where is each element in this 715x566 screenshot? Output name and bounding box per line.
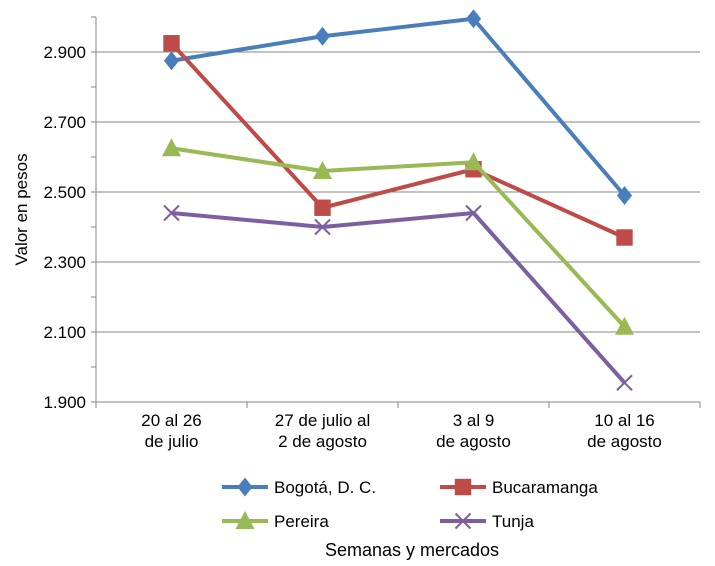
series-line-2 [171, 146, 626, 329]
x-tick-label: 3 al 9 [453, 411, 495, 430]
data-point [616, 186, 633, 205]
data-point [464, 152, 483, 171]
legend-label: Bogotá, D. C. [274, 478, 376, 497]
series-line-0 [171, 16, 627, 197]
legend-label: Bucaramanga [492, 478, 598, 497]
data-point [163, 51, 180, 71]
x-tick-label: 10 al 16 [594, 411, 655, 430]
data-point [616, 229, 633, 246]
data-point [314, 218, 331, 236]
legend-label: Tunja [492, 512, 534, 531]
data-point [615, 316, 634, 335]
y-tick-label: 2.300 [43, 253, 86, 272]
legend-marker [454, 512, 472, 530]
legend-marker [454, 478, 472, 496]
data-point [465, 9, 482, 29]
legend-label: Pereira [274, 512, 329, 531]
series-line-1 [170, 41, 626, 240]
data-point [314, 26, 331, 46]
legend-marker [237, 477, 253, 497]
data-point [465, 204, 482, 222]
y-tick-label: 2.500 [43, 183, 86, 202]
x-tick-label: de agosto [587, 432, 662, 451]
legend-marker [235, 511, 255, 529]
y-tick-label: 1.900 [43, 393, 86, 412]
x-tick-label: 2 de agosto [278, 432, 367, 451]
data-point [616, 374, 633, 391]
x-axis-label: Semanas y mercados [325, 540, 499, 560]
x-tick-label: 20 al 26 [141, 411, 202, 430]
x-tick-label: 27 de julio al [275, 411, 370, 430]
data-point [314, 199, 331, 216]
y-tick-label: 2.700 [43, 113, 86, 132]
x-tick-label: de julio [145, 432, 199, 451]
y-axis-label: Valor en pesos [12, 153, 31, 265]
data-point [163, 35, 180, 52]
y-tick-label: 2.900 [43, 43, 86, 62]
data-point [162, 138, 181, 157]
y-tick-label: 2.100 [43, 323, 86, 342]
x-tick-label: de agosto [436, 432, 511, 451]
data-point [313, 161, 332, 179]
series-line-3 [171, 211, 626, 385]
data-point [163, 204, 180, 222]
